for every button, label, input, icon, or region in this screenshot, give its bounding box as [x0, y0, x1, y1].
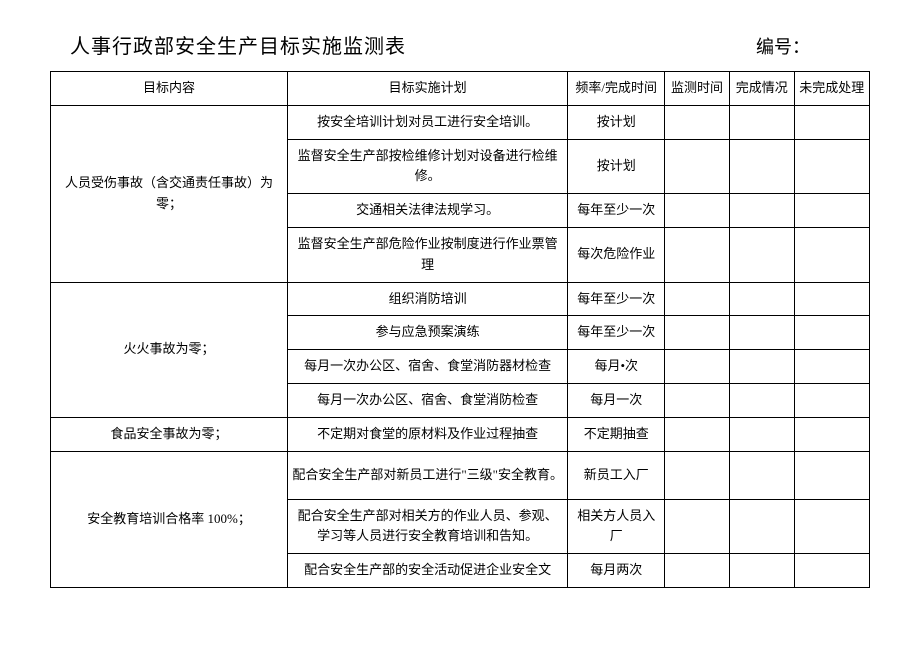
pending-cell — [794, 451, 869, 499]
monitor-time-cell — [665, 499, 730, 554]
status-cell — [729, 451, 794, 499]
page-title: 人事行政部安全生产目标实施监测表 — [70, 30, 406, 59]
status-cell — [729, 139, 794, 194]
col-header-frequency: 频率/完成时间 — [568, 72, 665, 106]
monitor-time-cell — [665, 554, 730, 588]
pending-cell — [794, 105, 869, 139]
table-header-row: 目标内容 目标实施计划 频率/完成时间 监测时间 完成情况 未完成处理 — [51, 72, 870, 106]
plan-cell: 配合安全生产部对新员工进行"三级"安全教育。 — [288, 451, 568, 499]
monitoring-table: 目标内容 目标实施计划 频率/完成时间 监测时间 完成情况 未完成处理 人员受伤… — [50, 71, 870, 588]
plan-cell: 监督安全生产部按检维修计划对设备进行检维修。 — [288, 139, 568, 194]
monitor-time-cell — [665, 451, 730, 499]
table-row: 人员受伤事故（含交通责任事故）为零；按安全培训计划对员工进行安全培训。按计划 — [51, 105, 870, 139]
frequency-cell: 每月•次 — [568, 350, 665, 384]
plan-cell: 参与应急预案演练 — [288, 316, 568, 350]
target-cell: 火火事故为零； — [51, 282, 288, 417]
monitor-time-cell — [665, 383, 730, 417]
frequency-cell: 按计划 — [568, 139, 665, 194]
pending-cell — [794, 316, 869, 350]
plan-cell: 交通相关法律法规学习。 — [288, 194, 568, 228]
col-header-status: 完成情况 — [729, 72, 794, 106]
frequency-cell: 相关方人员入厂 — [568, 499, 665, 554]
monitor-time-cell — [665, 417, 730, 451]
frequency-cell: 每年至少一次 — [568, 316, 665, 350]
frequency-cell: 每次危险作业 — [568, 227, 665, 282]
monitor-time-cell — [665, 227, 730, 282]
doc-number-label: 编号： — [756, 33, 810, 59]
monitor-time-cell — [665, 316, 730, 350]
target-cell: 人员受伤事故（含交通责任事故）为零； — [51, 105, 288, 282]
frequency-cell: 按计划 — [568, 105, 665, 139]
plan-cell: 每月一次办公区、宿舍、食堂消防检查 — [288, 383, 568, 417]
plan-cell: 每月一次办公区、宿舍、食堂消防器材检查 — [288, 350, 568, 384]
status-cell — [729, 316, 794, 350]
plan-cell: 配合安全生产部的安全活动促进企业安全文 — [288, 554, 568, 588]
status-cell — [729, 350, 794, 384]
target-cell: 安全教育培训合格率 100%； — [51, 451, 288, 587]
pending-cell — [794, 554, 869, 588]
pending-cell — [794, 383, 869, 417]
table-body: 人员受伤事故（含交通责任事故）为零；按安全培训计划对员工进行安全培训。按计划监督… — [51, 105, 870, 587]
col-header-plan: 目标实施计划 — [288, 72, 568, 106]
status-cell — [729, 499, 794, 554]
frequency-cell: 新员工入厂 — [568, 451, 665, 499]
pending-cell — [794, 194, 869, 228]
plan-cell: 配合安全生产部对相关方的作业人员、参观、学习等人员进行安全教育培训和告知。 — [288, 499, 568, 554]
monitor-time-cell — [665, 350, 730, 384]
pending-cell — [794, 139, 869, 194]
status-cell — [729, 227, 794, 282]
target-cell: 食品安全事故为零； — [51, 417, 288, 451]
pending-cell — [794, 499, 869, 554]
col-header-target: 目标内容 — [51, 72, 288, 106]
frequency-cell: 不定期抽查 — [568, 417, 665, 451]
pending-cell — [794, 350, 869, 384]
plan-cell: 不定期对食堂的原材料及作业过程抽查 — [288, 417, 568, 451]
pending-cell — [794, 417, 869, 451]
document-header: 人事行政部安全生产目标实施监测表 编号： — [50, 30, 870, 59]
pending-cell — [794, 282, 869, 316]
plan-cell: 组织消防培训 — [288, 282, 568, 316]
monitor-time-cell — [665, 282, 730, 316]
monitor-time-cell — [665, 139, 730, 194]
col-header-monitor-time: 监测时间 — [665, 72, 730, 106]
plan-cell: 按安全培训计划对员工进行安全培训。 — [288, 105, 568, 139]
col-header-pending: 未完成处理 — [794, 72, 869, 106]
frequency-cell: 每月两次 — [568, 554, 665, 588]
table-row: 安全教育培训合格率 100%；配合安全生产部对新员工进行"三级"安全教育。新员工… — [51, 451, 870, 499]
monitor-time-cell — [665, 105, 730, 139]
plan-cell: 监督安全生产部危险作业按制度进行作业票管理 — [288, 227, 568, 282]
status-cell — [729, 105, 794, 139]
table-row: 食品安全事故为零；不定期对食堂的原材料及作业过程抽查不定期抽查 — [51, 417, 870, 451]
frequency-cell: 每月一次 — [568, 383, 665, 417]
pending-cell — [794, 227, 869, 282]
frequency-cell: 每年至少一次 — [568, 282, 665, 316]
status-cell — [729, 282, 794, 316]
status-cell — [729, 554, 794, 588]
status-cell — [729, 417, 794, 451]
monitor-time-cell — [665, 194, 730, 228]
status-cell — [729, 383, 794, 417]
status-cell — [729, 194, 794, 228]
table-row: 火火事故为零；组织消防培训每年至少一次 — [51, 282, 870, 316]
frequency-cell: 每年至少一次 — [568, 194, 665, 228]
